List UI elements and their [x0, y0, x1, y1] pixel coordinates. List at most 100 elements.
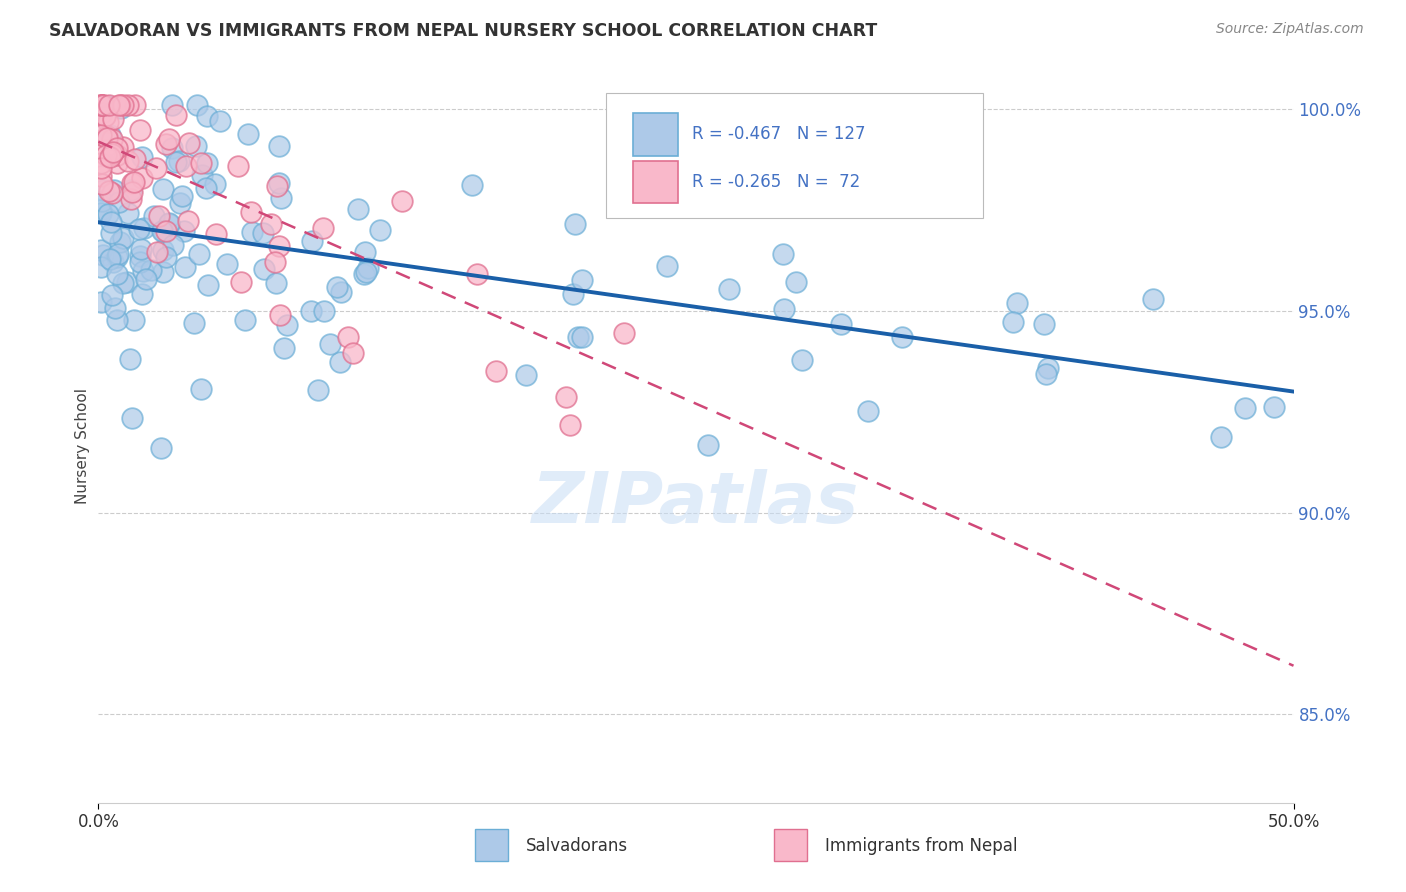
Point: [121, 176, 143, 190]
Point: [111, 231, 134, 245]
Point: [270, 191, 292, 205]
Point: [195, 109, 218, 123]
Point: [131, 150, 153, 164]
Point: [485, 364, 508, 378]
Point: [357, 260, 380, 275]
Point: [98, 252, 121, 267]
Point: [170, 189, 193, 203]
Point: [124, 98, 146, 112]
Point: [1263, 400, 1285, 414]
Point: [717, 281, 740, 295]
Point: [1005, 296, 1028, 310]
Point: [90, 294, 112, 309]
Point: [177, 214, 200, 228]
Point: [152, 182, 174, 196]
Point: [131, 170, 153, 185]
Point: [143, 210, 166, 224]
Point: [260, 217, 283, 231]
Point: [183, 316, 205, 330]
Point: [319, 337, 342, 351]
Point: [236, 127, 259, 141]
Point: [128, 221, 150, 235]
Point: [108, 235, 131, 249]
Point: [132, 220, 155, 235]
Point: [233, 313, 256, 327]
Point: [162, 238, 184, 252]
Point: [159, 217, 181, 231]
Point: [93, 182, 115, 196]
Point: [1234, 401, 1257, 415]
Point: [91, 98, 114, 112]
Point: [128, 255, 150, 269]
Point: [121, 411, 143, 425]
Point: [146, 245, 169, 260]
Point: [107, 247, 129, 261]
Point: [115, 275, 138, 289]
Bar: [633, 161, 678, 203]
Point: [105, 141, 128, 155]
Point: [90, 128, 112, 142]
Point: [97, 115, 120, 129]
Point: [858, 404, 880, 418]
Point: [131, 242, 153, 256]
Point: [195, 180, 218, 194]
Point: [90, 205, 112, 219]
Point: [122, 175, 145, 189]
Point: [354, 244, 377, 259]
Point: [301, 234, 323, 248]
Point: [229, 275, 252, 289]
Text: SALVADORAN VS IMMIGRANTS FROM NEPAL NURSERY SCHOOL CORRELATION CHART: SALVADORAN VS IMMIGRANTS FROM NEPAL NURS…: [49, 22, 877, 40]
Point: [101, 186, 124, 200]
Point: [100, 226, 122, 240]
Point: [312, 304, 335, 318]
Point: [105, 250, 128, 264]
Point: [174, 260, 197, 274]
Point: [152, 243, 174, 257]
Text: ZIPatlas: ZIPatlas: [533, 468, 859, 538]
Point: [165, 108, 187, 122]
Point: [263, 254, 285, 268]
Bar: [633, 112, 678, 155]
Point: [96, 129, 118, 144]
Point: [613, 326, 636, 341]
Point: [808, 194, 831, 209]
Point: [117, 154, 139, 169]
Point: [347, 202, 370, 216]
Point: [342, 345, 364, 359]
Point: [461, 178, 484, 193]
Point: [197, 278, 219, 293]
Point: [264, 276, 287, 290]
Point: [124, 152, 146, 166]
Point: [267, 176, 290, 190]
Point: [772, 246, 794, 260]
Point: [239, 205, 262, 219]
Point: [571, 273, 593, 287]
Point: [197, 156, 219, 170]
Point: [117, 98, 139, 112]
Point: [184, 139, 207, 153]
Point: [132, 264, 155, 278]
Point: [98, 150, 121, 164]
Text: R = -0.265   N =  72: R = -0.265 N = 72: [692, 173, 860, 191]
Point: [91, 248, 114, 262]
Point: [160, 98, 183, 112]
Point: [98, 128, 121, 143]
Point: [252, 227, 274, 241]
Point: [830, 317, 852, 331]
Point: [353, 267, 375, 281]
Point: [90, 244, 112, 258]
Point: [187, 246, 209, 260]
Point: [696, 437, 718, 451]
Point: [128, 122, 150, 136]
Text: Source: ZipAtlas.com: Source: ZipAtlas.com: [1216, 22, 1364, 37]
Point: [122, 312, 145, 326]
Point: [120, 183, 142, 197]
Point: [266, 178, 288, 193]
Point: [111, 140, 134, 154]
Point: [105, 267, 128, 281]
Y-axis label: Nursery School: Nursery School: [75, 388, 90, 504]
Point: [101, 288, 124, 302]
Point: [105, 148, 128, 162]
Point: [273, 341, 295, 355]
Point: [190, 382, 212, 396]
